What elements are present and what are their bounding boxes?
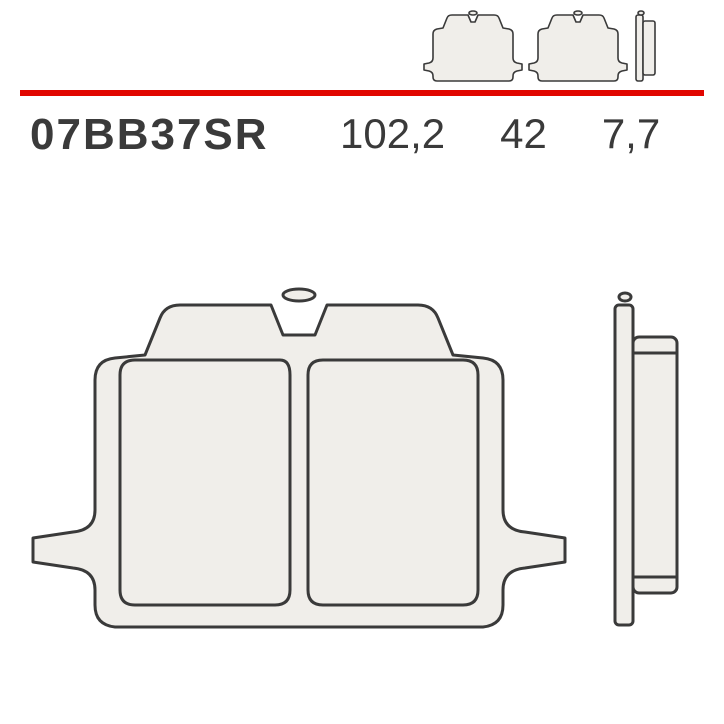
side-view (615, 293, 677, 625)
side-slot (619, 293, 631, 301)
dim-thickness: 7,7 (602, 110, 660, 160)
red-divider (20, 90, 704, 96)
spec-row: 07BB37SR 102,2 42 7,7 (30, 110, 674, 160)
side-pad (633, 337, 677, 593)
header-dimension-icons (423, 8, 659, 84)
technical-drawing (25, 210, 700, 680)
brake-pad-height-icon (528, 8, 628, 84)
front-slot (283, 289, 315, 301)
dim-height: 42 (500, 110, 547, 160)
side-backplate (615, 305, 633, 625)
page: 07BB37SR 102,2 42 7,7 (0, 0, 724, 724)
dim-width: 102,2 (340, 110, 445, 160)
brake-pad-width-icon (423, 8, 523, 84)
front-view (33, 289, 565, 627)
part-code: 07BB37SR (30, 110, 330, 160)
front-outline (33, 305, 565, 627)
dimensions: 102,2 42 7,7 (330, 110, 674, 160)
brake-pad-thickness-icon (633, 8, 659, 84)
